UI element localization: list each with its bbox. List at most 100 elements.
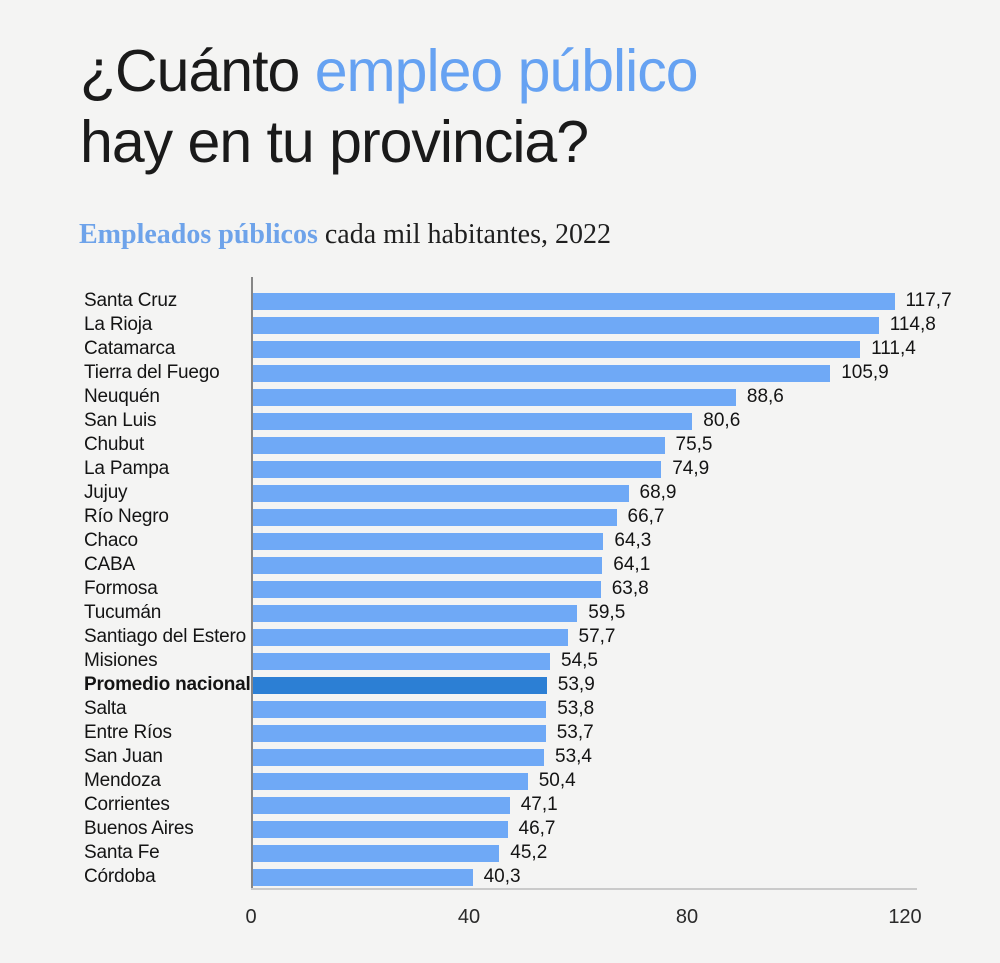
bar-value-label: 63,8 <box>611 578 649 599</box>
bar <box>253 652 550 670</box>
title-highlight: empleo público <box>314 38 699 104</box>
bar-row: Tucumán 59,5 <box>84 601 984 625</box>
bar-value-label: 53,4 <box>555 746 592 767</box>
x-tick-label: 40 <box>457 906 481 928</box>
bar-row: Santa Fe 45,2 <box>84 841 984 865</box>
bar <box>253 292 895 310</box>
bar-row: Promedio nacional 53,9 <box>84 673 984 697</box>
bar-row: Santiago del Estero 57,7 <box>84 625 984 649</box>
bar-row: Entre Ríos 53,7 <box>84 721 984 745</box>
category-label: San Luis <box>84 410 157 431</box>
bar <box>253 436 665 454</box>
bar <box>253 556 603 574</box>
bar-value-label: 66,7 <box>627 506 665 527</box>
bar-row: La Rioja 114,8 <box>84 313 984 337</box>
bar <box>253 340 861 358</box>
bar-value-label: 47,1 <box>520 794 558 815</box>
bar <box>253 460 662 478</box>
category-label: Chaco <box>84 530 138 551</box>
bar <box>253 364 831 382</box>
bar-value-label: 74,9 <box>672 458 710 479</box>
category-label: Catamarca <box>84 338 176 359</box>
page-title: ¿Cuánto empleo público hay en tu provinci… <box>80 36 699 178</box>
bar-value-label: 105,9 <box>841 362 889 383</box>
bar <box>253 604 578 622</box>
bar <box>253 532 604 550</box>
bar <box>253 412 693 430</box>
title-line2: hay en tu provincia? <box>80 109 589 175</box>
bar-value-label: 117,7 <box>905 290 952 311</box>
bar-value-label: 53,9 <box>557 674 595 695</box>
bar-row: Jujuy 68,9 <box>84 481 984 505</box>
category-label: Buenos Aires <box>84 818 194 839</box>
bar <box>253 748 544 766</box>
category-label: San Juan <box>84 746 163 767</box>
bar <box>253 796 510 814</box>
bar-value-label: 64,1 <box>613 554 651 575</box>
bar-row: San Juan 53,4 <box>84 745 984 769</box>
highlight-category-label: Promedio nacional <box>84 674 251 695</box>
category-label: La Pampa <box>84 458 170 479</box>
category-label: Chubut <box>84 434 145 455</box>
bar-row: Buenos Aires 46,7 <box>84 817 984 841</box>
subtitle-rest: cada mil habitantes, 2022 <box>317 219 611 250</box>
bar <box>253 820 508 838</box>
bar-value-label: 114,8 <box>889 314 936 335</box>
bar <box>253 316 879 334</box>
bar-row: Chaco 64,3 <box>84 529 984 553</box>
category-label: Santiago del Estero <box>84 626 247 647</box>
bar-value-label: 53,7 <box>556 722 594 743</box>
bar-value-label: 40,3 <box>483 866 521 887</box>
category-label: La Rioja <box>84 314 153 335</box>
bar-value-label: 50,4 <box>538 770 576 791</box>
bar <box>253 628 568 646</box>
x-tick-label: 80 <box>675 906 699 928</box>
bar-value-label: 64,3 <box>614 530 652 551</box>
bar <box>253 844 500 862</box>
bar-row: Córdoba 40,3 <box>84 865 984 889</box>
category-label: Neuquén <box>84 386 160 407</box>
category-label: CABA <box>84 554 135 575</box>
bar <box>253 868 473 886</box>
bar-value-label: 80,6 <box>703 410 741 431</box>
category-label: Tierra del Fuego <box>84 362 220 383</box>
category-label: Formosa <box>84 578 158 599</box>
bar <box>253 724 546 742</box>
bar-value-label: 54,5 <box>561 650 598 671</box>
title-prefix: ¿Cuánto <box>80 38 315 104</box>
bar-value-label: 45,2 <box>510 842 548 863</box>
bar-row: Chubut 75,5 <box>84 433 984 457</box>
bar <box>253 484 629 502</box>
bar-value-label: 57,7 <box>578 626 616 647</box>
bar-row: La Pampa 74,9 <box>84 457 984 481</box>
bar-row: Formosa 63,8 <box>84 577 984 601</box>
highlight-bar <box>253 676 547 694</box>
bar-value-label: 59,5 <box>588 602 626 623</box>
bar-row: Santa Cruz 117,7 <box>84 289 984 313</box>
category-label: Mendoza <box>84 770 161 791</box>
bar-row: San Luis 80,6 <box>84 409 984 433</box>
chart-subtitle: Empleados públicos cada mil habitantes, … <box>79 219 611 251</box>
category-label: Río Negro <box>84 506 169 527</box>
category-label: Santa Fe <box>84 842 160 863</box>
bar <box>253 772 528 790</box>
bar <box>253 700 547 718</box>
bar-row: Salta 53,8 <box>84 697 984 721</box>
bar-row: Catamarca 111,4 <box>84 337 984 361</box>
x-tick-label: 120 <box>888 906 922 928</box>
bar <box>253 580 601 598</box>
bar-row: Río Negro 66,7 <box>84 505 984 529</box>
y-axis-line <box>251 277 253 889</box>
category-label: Salta <box>84 698 127 719</box>
category-label: Jujuy <box>84 482 128 503</box>
bar-row: Mendoza 50,4 <box>84 769 984 793</box>
category-label: Entre Ríos <box>84 722 172 743</box>
category-label: Misiones <box>84 650 158 671</box>
x-tick-label: 0 <box>245 906 257 928</box>
category-label: Córdoba <box>84 866 156 887</box>
bar-value-label: 111,4 <box>871 338 916 359</box>
bar-row: Misiones 54,5 <box>84 649 984 673</box>
category-label: Corrientes <box>84 794 170 815</box>
bar-row: Neuquén 88,6 <box>84 385 984 409</box>
bar-value-label: 88,6 <box>746 386 784 407</box>
